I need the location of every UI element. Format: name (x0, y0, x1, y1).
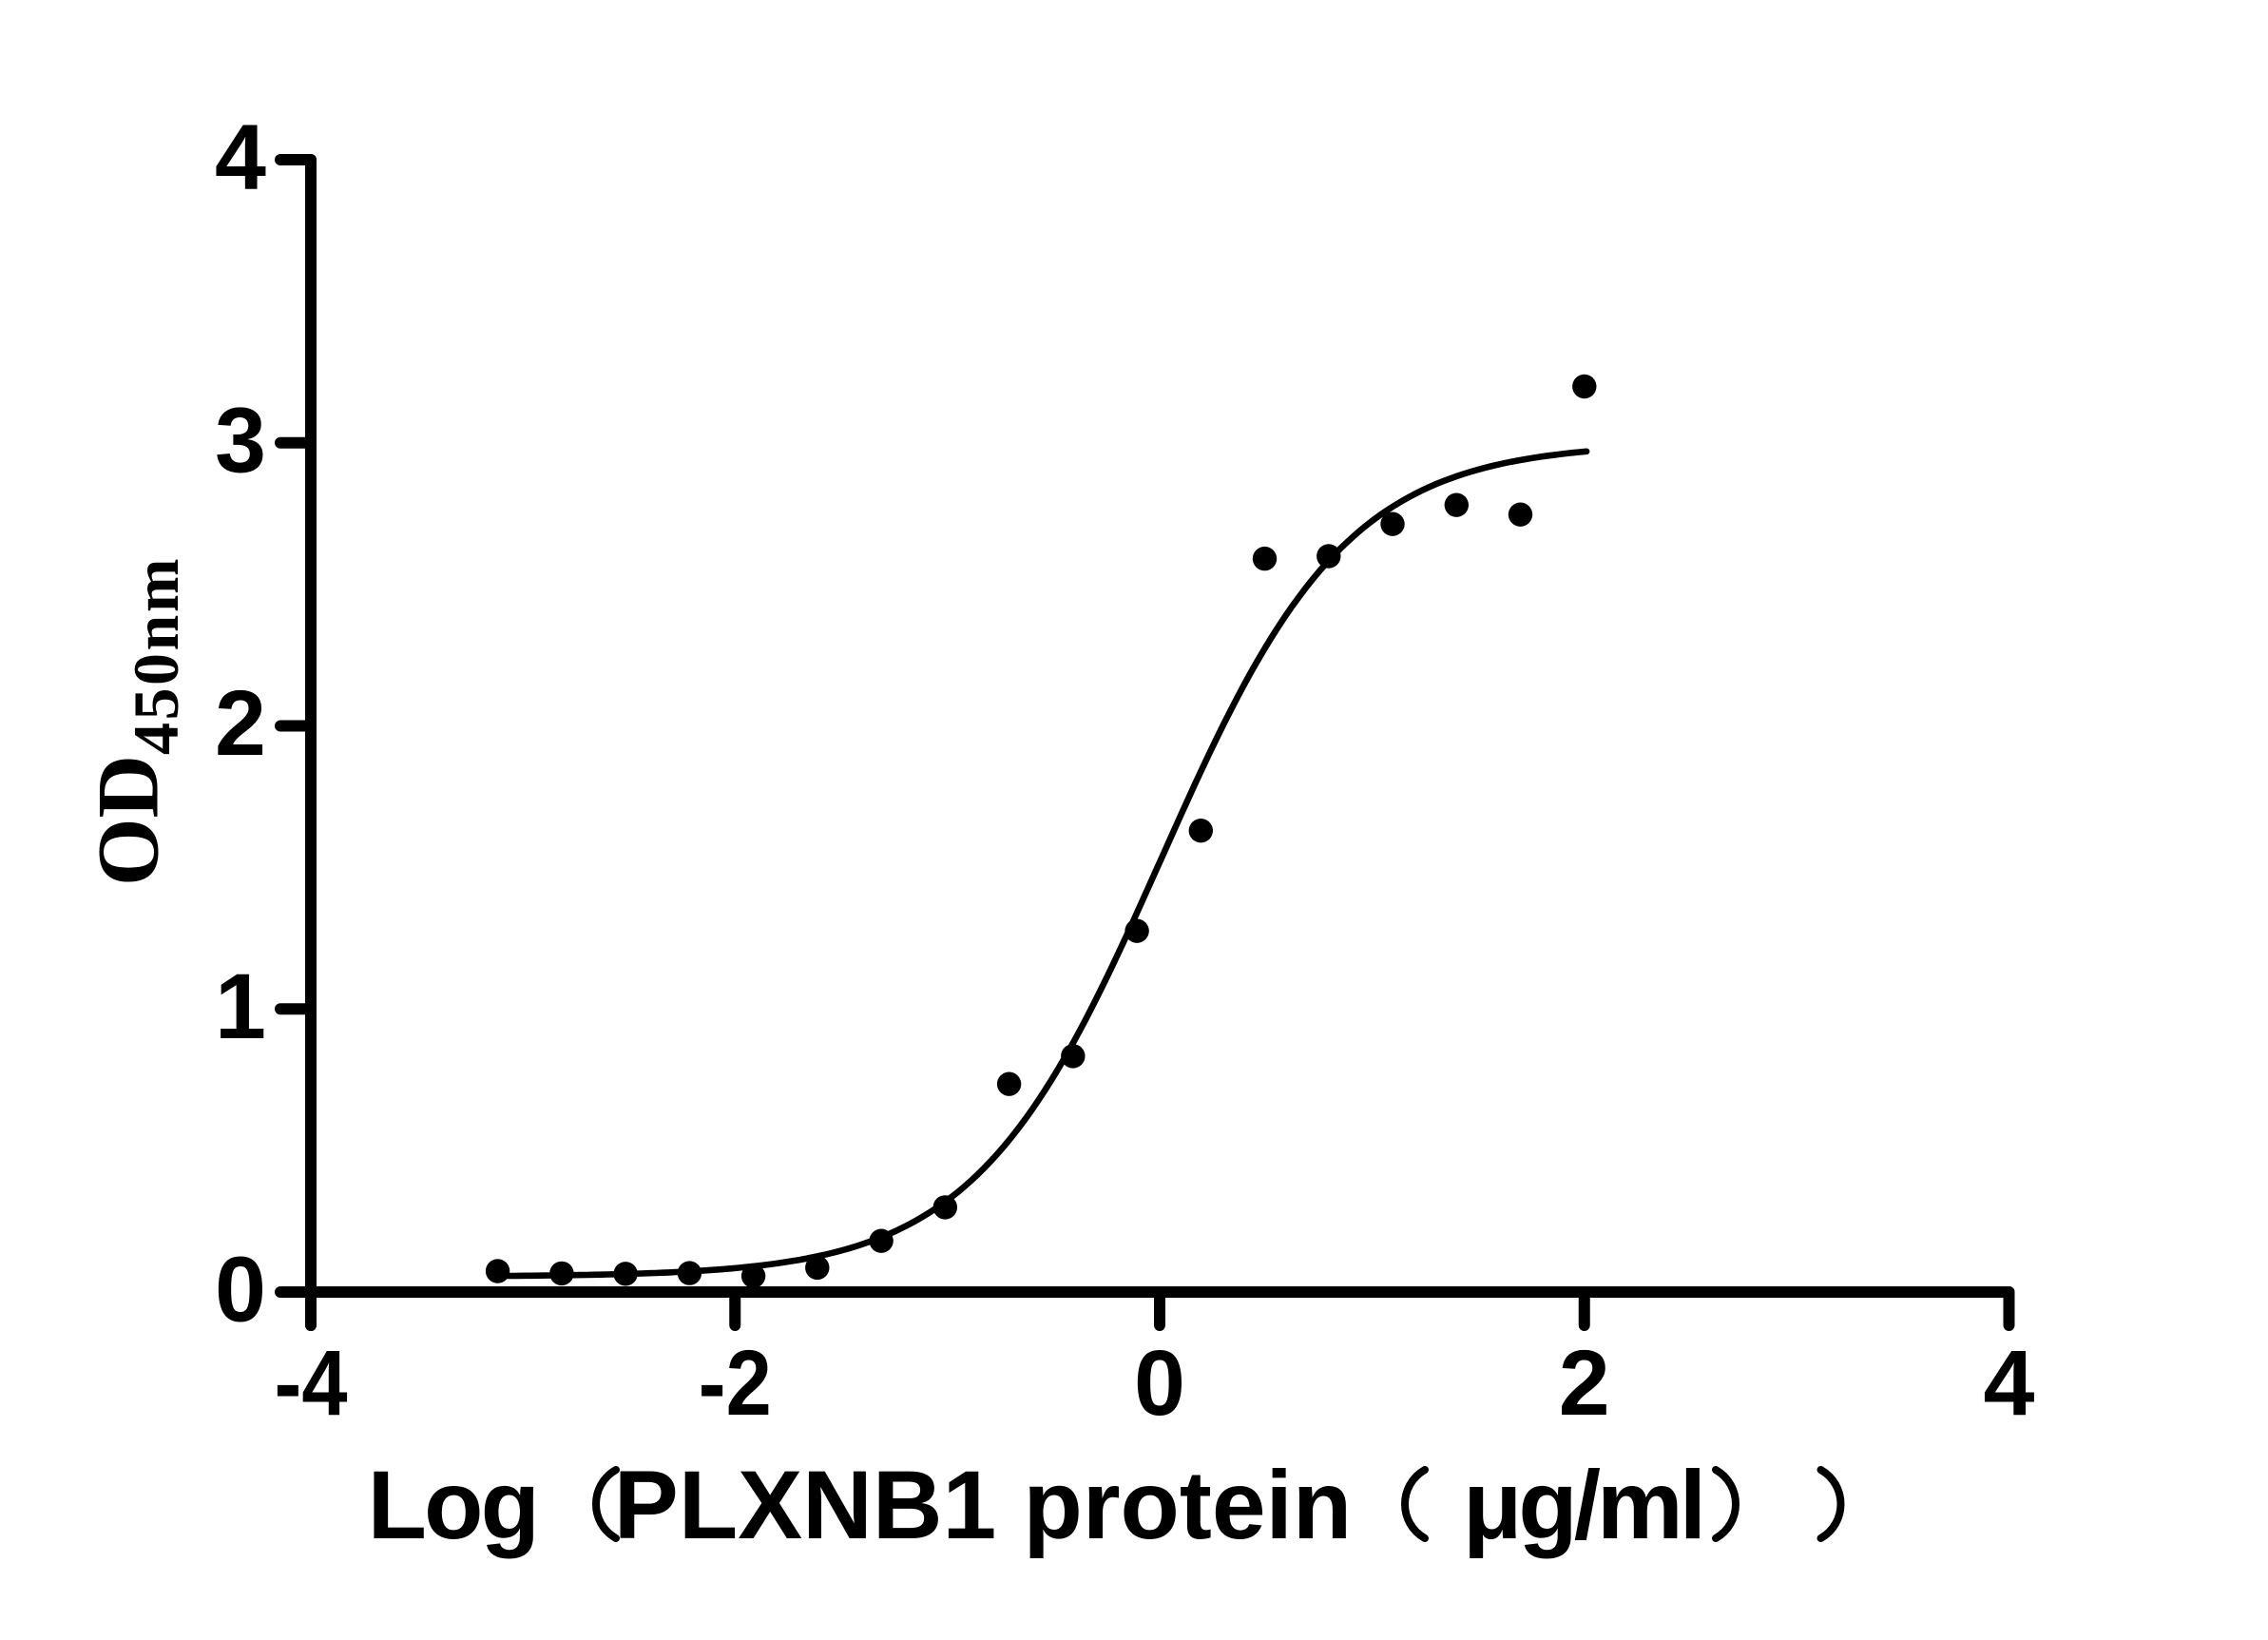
svg-text:4: 4 (1984, 1331, 2035, 1435)
svg-text:4: 4 (215, 106, 266, 209)
svg-text:μg/ml: μg/ml (1463, 1451, 1702, 1559)
svg-text:OD450nm: OD450nm (80, 556, 193, 886)
svg-text:-4: -4 (275, 1331, 348, 1435)
svg-text:2: 2 (1559, 1331, 1610, 1435)
svg-text:3: 3 (215, 388, 266, 492)
svg-text:2: 2 (215, 671, 266, 775)
svg-text:Log: Log (368, 1451, 538, 1559)
svg-text:0: 0 (215, 1238, 266, 1341)
svg-text:PLXNB1 protein: PLXNB1 protein (614, 1451, 1352, 1559)
svg-text:-2: -2 (699, 1331, 772, 1435)
svg-text:1: 1 (215, 955, 266, 1058)
svg-text:0: 0 (1134, 1331, 1185, 1435)
